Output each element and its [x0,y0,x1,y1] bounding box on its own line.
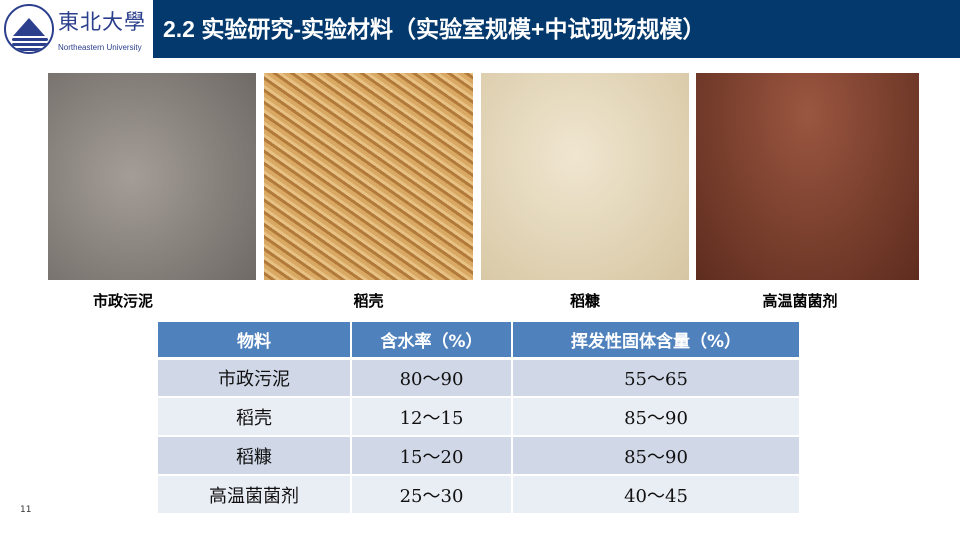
cell-material: 稻壳 [158,397,352,437]
cell-material: 高温菌菌剂 [158,475,352,515]
logo-chinese-name: 東北大學 [58,10,146,34]
cell-material: 市政污泥 [158,358,352,398]
caption-inoculant: 高温菌菌剂 [762,292,838,310]
header-moisture: 含水率（%） [351,322,513,360]
university-logo: 東北大學 Northeastern University [0,0,153,58]
photo-rice-bran [481,73,689,280]
table-row: 稻壳 12～15 85～90 [158,397,801,437]
cell-moisture: 25～30 [351,475,513,515]
cell-volatile-solids: 55～65 [512,358,801,398]
header-material: 物料 [158,322,352,360]
cell-moisture: 80～90 [351,358,513,398]
table-row: 稻糠 15～20 85～90 [158,436,801,476]
caption-sludge: 市政污泥 [92,292,153,310]
page-number: 11 [20,505,32,515]
cell-material: 稻糠 [158,436,352,476]
cell-moisture: 12～15 [351,397,513,437]
table-header-row: 物料 含水率（%） 挥发性固体含量（%） [158,322,801,360]
cell-moisture: 15～20 [351,436,513,476]
slide-title: 2.2 实验研究-实验材料（实验室规模+中试现场规模） [153,0,960,58]
header-volatile-solids: 挥发性固体含量（%） [512,322,801,360]
university-seal-icon [4,4,54,54]
table-row: 市政污泥 80～90 55～65 [158,358,801,398]
cell-volatile-solids: 40～45 [512,475,801,515]
materials-table: 物料 含水率（%） 挥发性固体含量（%） 市政污泥 80～90 55～65 稻壳… [158,322,801,515]
cell-volatile-solids: 85～90 [512,436,801,476]
photo-rice-husk [264,73,473,280]
logo-english-name: Northeastern University [58,43,142,52]
cell-volatile-solids: 85～90 [512,397,801,437]
table-row: 高温菌菌剂 25～30 40～45 [158,475,801,515]
photo-thermophilic-inoculant [696,73,919,280]
caption-rice-husk: 稻壳 [353,292,384,310]
photo-sludge [48,73,256,280]
caption-rice-bran: 稻糠 [569,292,600,310]
